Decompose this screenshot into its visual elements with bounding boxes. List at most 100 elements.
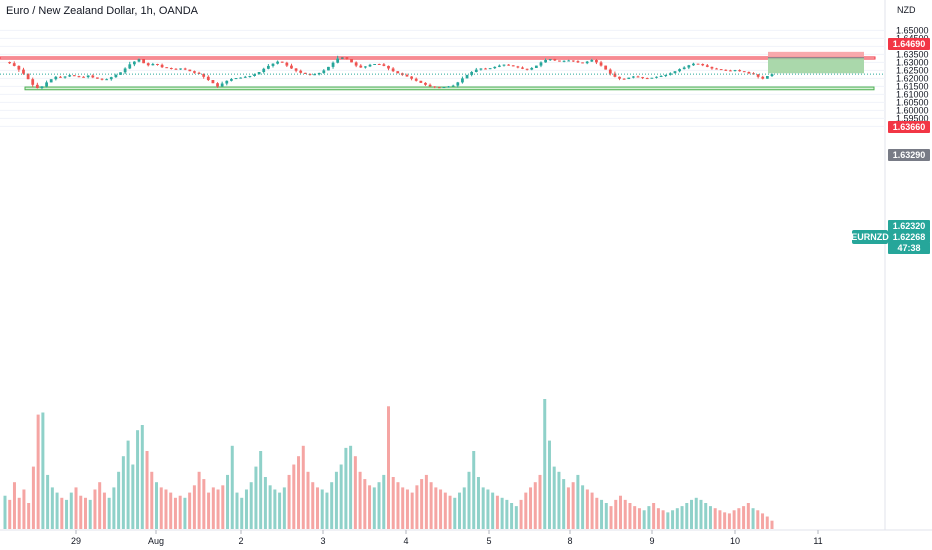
position-tool[interactable]	[768, 51, 864, 74]
volume-bar	[353, 456, 357, 529]
candle-body	[650, 77, 654, 79]
volume-bar	[159, 487, 163, 529]
candle-body	[761, 76, 765, 79]
candle-body	[160, 64, 164, 68]
volume-bar	[102, 492, 106, 529]
symbol-tag-box	[852, 230, 888, 244]
candle-body	[169, 68, 173, 69]
x-tick-label: 10	[730, 536, 740, 546]
candle-body	[317, 72, 321, 75]
candle-body	[262, 68, 266, 72]
candle-body	[114, 74, 118, 78]
symbol-tag-label: EURNZD	[851, 232, 889, 242]
volume-bar	[339, 464, 343, 529]
price-badge-label: 1.64690	[893, 39, 926, 49]
time-axis[interactable]: 29 Aug 2 3 4 5 8 9 10 11	[71, 530, 823, 546]
candle-body	[132, 61, 136, 65]
volume-bar	[656, 508, 660, 529]
volume-bar	[514, 506, 518, 529]
candle-body	[156, 64, 159, 65]
volume-bar	[557, 471, 561, 529]
candle-body	[336, 58, 340, 63]
candle-body	[696, 63, 700, 65]
volume-bar	[382, 474, 386, 529]
candle-body	[636, 76, 640, 78]
candle-body	[470, 72, 474, 75]
volume-bar	[282, 487, 286, 529]
volume-bar	[690, 499, 694, 529]
candle-body	[502, 64, 506, 66]
price-badge	[888, 149, 930, 161]
chart-title: Euro / New Zealand Dollar, 1h, OANDA	[6, 5, 198, 17]
candle-body	[197, 72, 201, 74]
volume-bar	[188, 492, 192, 529]
volume-bar	[31, 466, 35, 529]
volume-bar	[164, 489, 168, 529]
volume-bar	[756, 510, 760, 529]
volume-bar	[429, 482, 433, 529]
volume-bar	[216, 489, 220, 529]
candle-body	[710, 66, 714, 69]
candle-body	[382, 64, 386, 66]
candle-body	[498, 65, 501, 67]
volume-bar	[358, 471, 362, 529]
candle-body	[655, 76, 658, 78]
candle-body	[72, 75, 76, 77]
volume-bar	[458, 492, 462, 529]
candle-body	[465, 74, 469, 79]
candle-body	[608, 69, 612, 74]
volume-bar	[500, 497, 504, 529]
candle-body	[567, 60, 571, 62]
price-badge	[888, 231, 930, 243]
volume-bar	[595, 497, 599, 529]
zones	[0, 56, 876, 91]
volume-bar	[12, 482, 16, 529]
candle-body	[410, 76, 413, 79]
candle-body	[770, 74, 774, 76]
volume-bar	[671, 510, 675, 529]
volume-bar	[604, 503, 608, 529]
candle-body	[146, 63, 150, 66]
price-badge-label: 1.62320	[893, 221, 926, 231]
candle-body	[645, 78, 649, 80]
price-badge	[888, 220, 930, 232]
volume-bar	[69, 492, 73, 529]
volume-bar	[278, 492, 282, 529]
volume-bar	[240, 497, 244, 529]
volume-bar	[448, 495, 452, 529]
candle-body	[484, 68, 487, 70]
candle-body	[119, 72, 122, 75]
volume-bar	[609, 506, 613, 529]
volume-bar	[495, 495, 499, 529]
volume-bar	[297, 456, 301, 529]
volume-bar	[55, 492, 59, 529]
candle-body	[45, 82, 48, 87]
volume-bar	[387, 406, 390, 529]
candle-body	[96, 77, 99, 79]
y-tick-label: 1.60000	[896, 105, 929, 115]
candle-body	[216, 83, 219, 87]
price-badge-label: 1.63290	[893, 150, 926, 160]
candle-body	[595, 60, 598, 63]
x-tick-label: 8	[567, 536, 572, 546]
candle-body	[756, 74, 760, 77]
candle-body	[188, 69, 192, 72]
volume-bar	[117, 471, 121, 529]
x-tick-label: 4	[403, 536, 408, 546]
candle-body	[474, 69, 478, 72]
volume-bar	[633, 506, 637, 529]
candle-body	[673, 71, 677, 74]
candle-body	[442, 87, 446, 89]
volume-bar	[718, 510, 722, 529]
candle-body	[31, 79, 35, 85]
candle-body	[618, 76, 621, 79]
volume-bars	[3, 399, 774, 529]
price-badge	[888, 121, 930, 133]
volume-bar	[723, 512, 727, 529]
candle-body	[738, 70, 742, 72]
candle-body	[248, 76, 252, 77]
volume-bar	[543, 399, 547, 529]
y-tick-label: 1.60500	[896, 97, 929, 107]
